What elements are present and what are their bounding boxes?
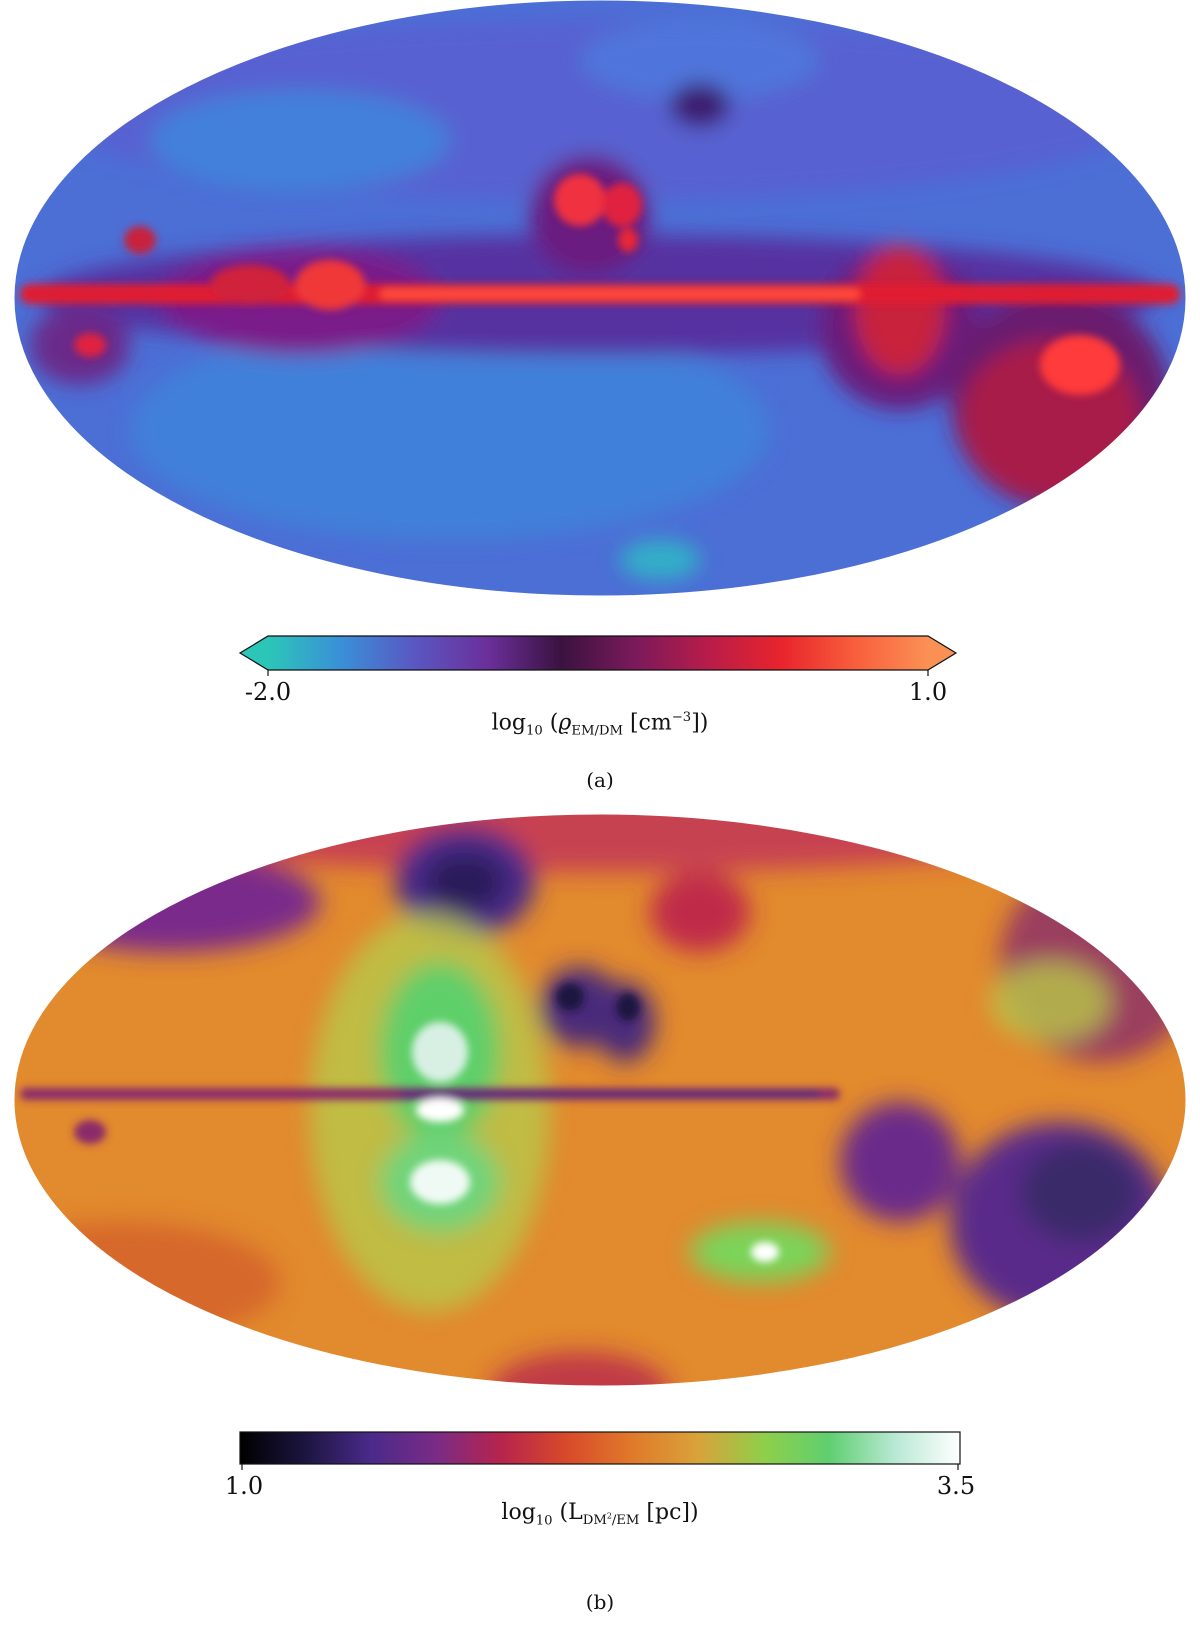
colorbar-b — [239, 1431, 961, 1470]
colorbar-a-tick-label-min: -2.0 — [244, 678, 292, 706]
colorbar-b-body — [240, 1432, 960, 1464]
colorbar-a-body — [268, 636, 928, 670]
colorbar-b-tick-label-max: 3.5 — [936, 1472, 976, 1500]
panel-b: 1.0 3.5 log10 (LDM2/EM [pc]) (b) — [0, 812, 1200, 1626]
colorbar-b-outline — [239, 1431, 961, 1465]
panel-b-caption: (b) — [585, 1590, 615, 1614]
colorbar-a-extend-max — [928, 636, 956, 670]
panel-a: -2.0 1.0 log10 (ϱEM/DM [cm−3]) (a) — [0, 0, 1200, 800]
colorbar-b-label: log10 (LDM2/EM [pc]) — [501, 1500, 699, 1529]
sky-map-b — [14, 814, 1186, 1386]
colorbar-a-tick-label-max: 1.0 — [908, 678, 948, 706]
map-b — [13, 813, 1187, 1470]
colorbar-b-tick-label-min: 1.0 — [224, 1472, 264, 1500]
colorbar-a — [238, 635, 958, 676]
sky-map-a — [14, 0, 1186, 596]
map-a — [13, 0, 1187, 676]
colorbar-a-label: log10 (ϱEM/DM [cm−3]) — [491, 710, 709, 739]
colorbar-a-extend-min — [240, 636, 268, 670]
panel-a-caption: (a) — [586, 768, 614, 792]
